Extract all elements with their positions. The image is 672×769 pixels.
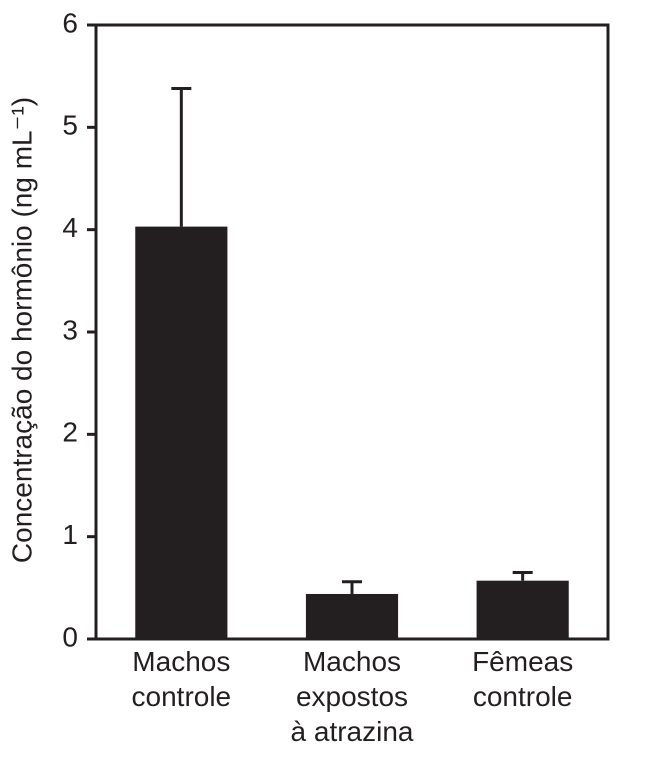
x-category-label: expostos	[296, 681, 408, 712]
y-tick-label: 2	[62, 417, 78, 448]
y-axis-label: Concentração do hormônio (ng mL⁻¹)	[6, 97, 37, 563]
y-tick-label: 5	[62, 110, 78, 141]
y-tick-label: 6	[62, 7, 78, 38]
x-category-label: Machos	[132, 646, 230, 677]
x-category-label: Machos	[303, 646, 401, 677]
y-axis-ticks: 0 1 2 3 4 5 6	[62, 7, 96, 652]
y-tick-label: 4	[62, 212, 78, 243]
y-tick-label: 0	[62, 621, 78, 652]
x-category-label: Fêmeas	[472, 646, 573, 677]
bars-layer	[135, 226, 569, 639]
bar	[476, 580, 569, 639]
error-bars-layer	[171, 86, 533, 594]
x-category-label: controle	[473, 681, 573, 712]
x-category-label: à atrazina	[291, 716, 414, 747]
x-category-label: controle	[132, 681, 232, 712]
bar	[305, 593, 399, 639]
y-tick-label: 1	[62, 519, 78, 550]
bar	[135, 226, 228, 639]
y-tick-label: 3	[62, 314, 78, 345]
x-axis-labels: Machos controle Machos expostos à atrazina Fê…	[132, 646, 574, 747]
